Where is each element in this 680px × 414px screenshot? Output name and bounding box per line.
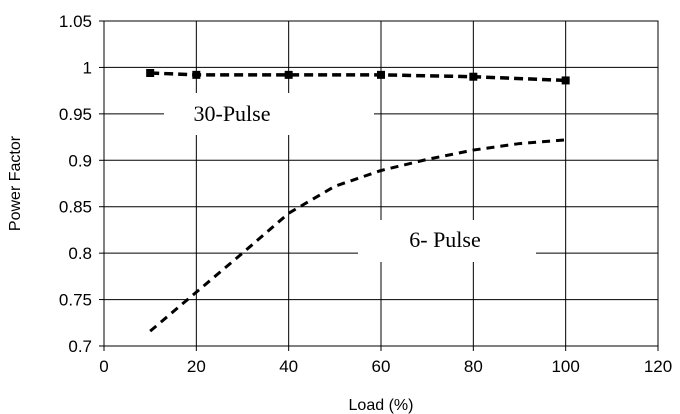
y-tick-label: 0.95 [59, 105, 92, 124]
x-tick-label: 20 [187, 357, 206, 376]
series-label: 6- Pulse [409, 227, 481, 252]
grid-lines [99, 20, 659, 351]
y-tick-label: 1 [83, 58, 92, 77]
x-tick-label: 100 [551, 357, 579, 376]
x-tick-label: 120 [644, 357, 672, 376]
series-labels: 30-Pulse 6- Pulse [164, 93, 536, 262]
x-tick-label: 40 [279, 357, 298, 376]
y-tick-label: 0.75 [59, 291, 92, 310]
x-tick-label: 60 [372, 357, 391, 376]
x-tick-label: 0 [99, 357, 108, 376]
series-line-1 [149, 138, 566, 333]
series-line-0 [150, 71, 566, 83]
y-tick-label: 0.7 [68, 337, 92, 356]
tick-labels: 0 20 40 60 80 100 120 0.7 0.75 0.8 0.85 0.9 0.95 1 1.0… [59, 12, 672, 376]
data-point [377, 70, 385, 79]
series-layer [146, 69, 570, 333]
x-axis-title: Load (%) [349, 397, 414, 414]
data-point [469, 72, 478, 81]
data-point [146, 69, 155, 77]
y-tick-label: 0.8 [68, 244, 92, 263]
series-label-background [164, 93, 374, 135]
y-tick-label: 0.85 [59, 198, 92, 217]
y-tick-label: 0.9 [68, 151, 92, 170]
y-tick-label: 1.05 [59, 12, 92, 31]
data-point [284, 70, 293, 79]
y-axis-title: Power Factor [7, 135, 24, 231]
series-label-background [358, 220, 536, 262]
x-tick-label: 80 [464, 357, 483, 376]
series-label: 30-Pulse [194, 101, 271, 126]
plot-area-frame [103, 20, 659, 347]
data-point [561, 76, 570, 85]
data-point [192, 70, 201, 79]
